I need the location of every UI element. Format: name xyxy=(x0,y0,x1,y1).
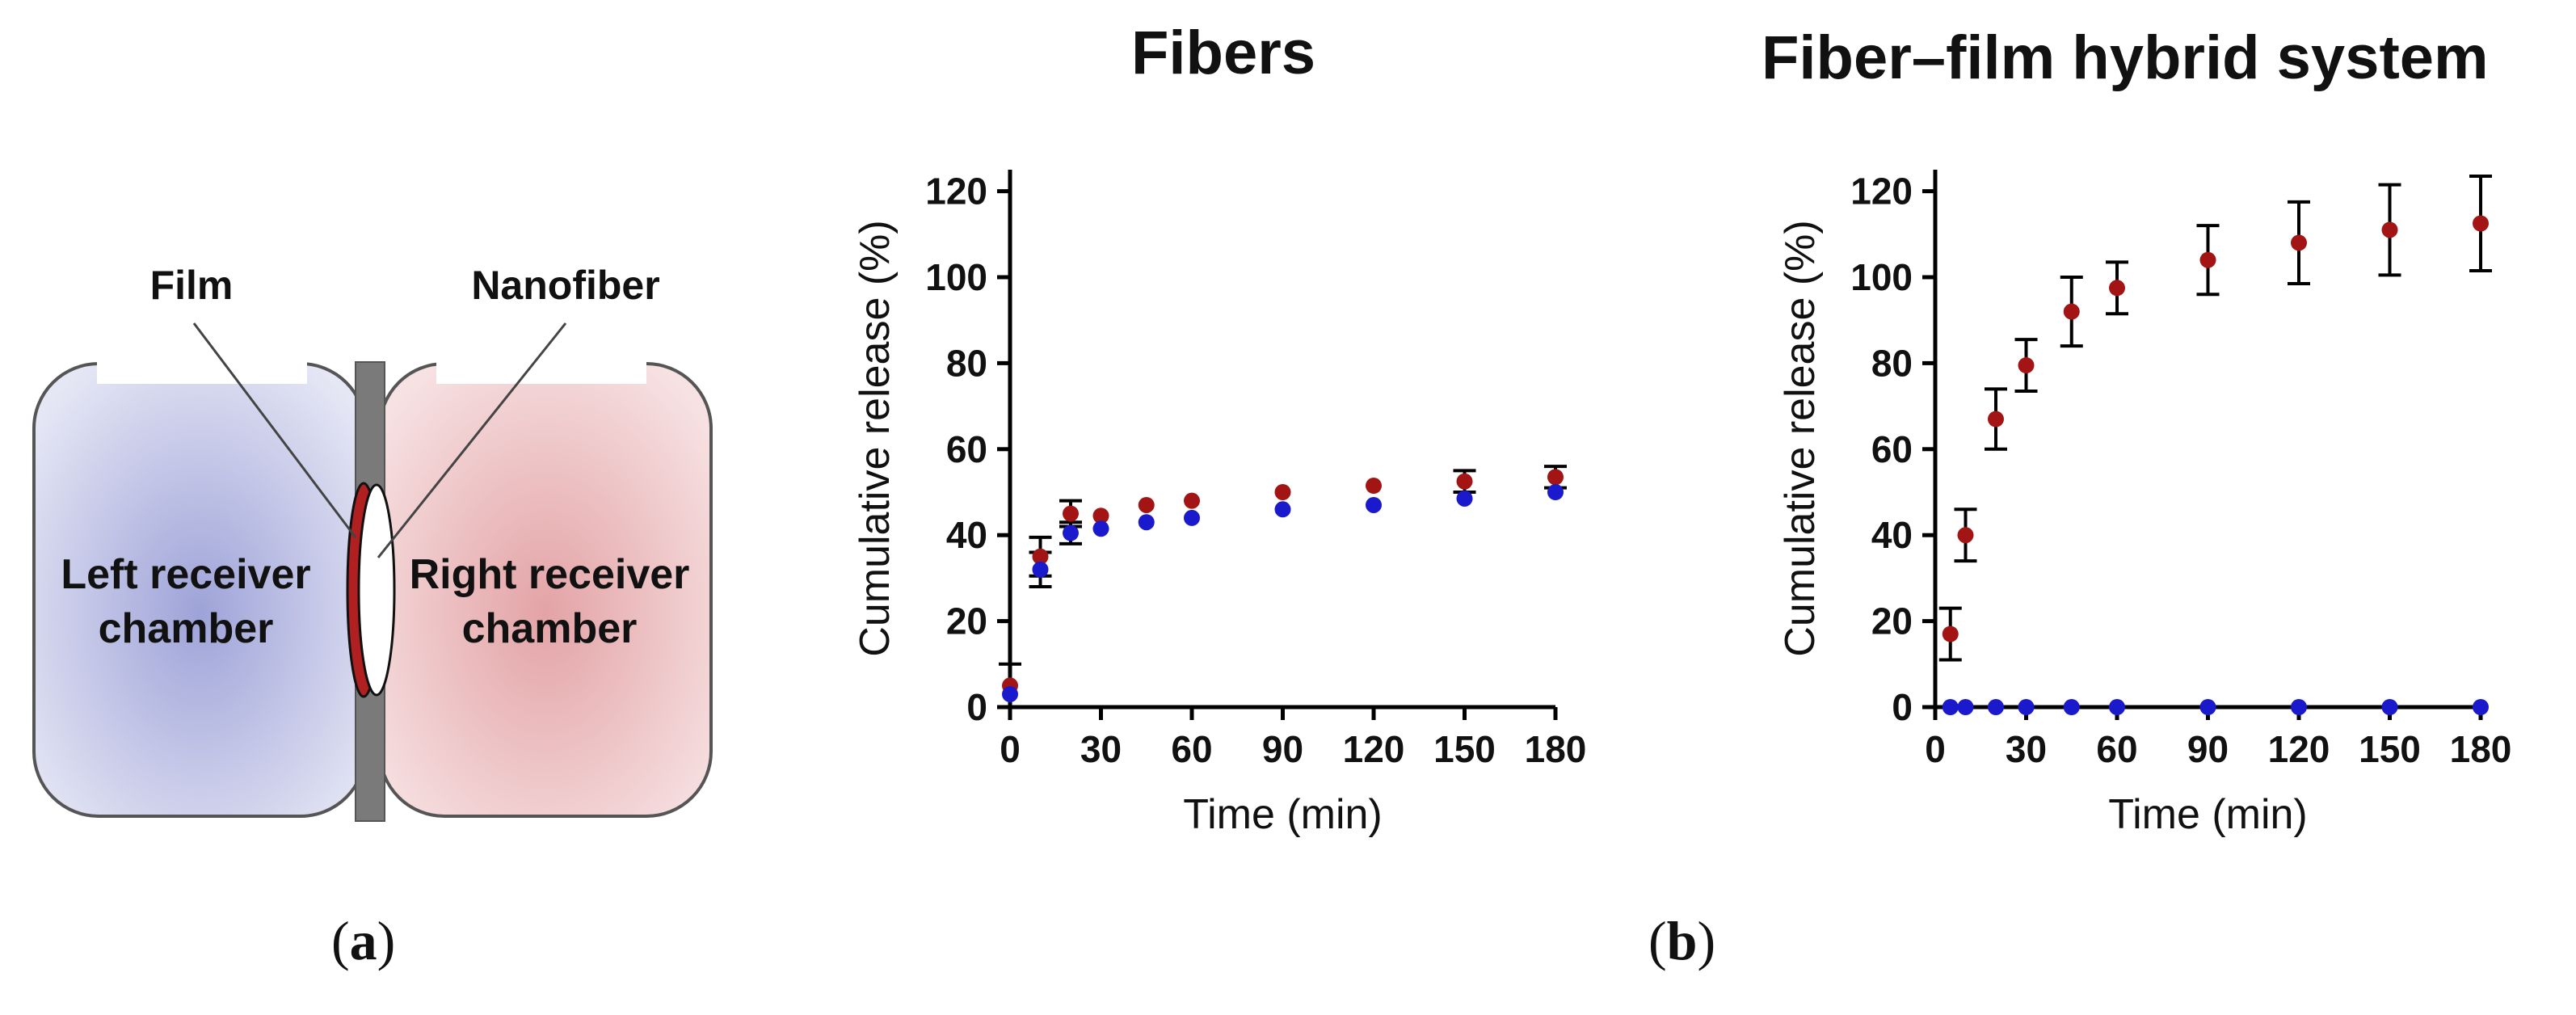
data-point-red xyxy=(1184,492,1200,509)
y-axis-title: Cumulative release (%) xyxy=(1777,220,1824,656)
y-tick-label: 60 xyxy=(946,428,987,470)
data-point-blue xyxy=(1063,524,1079,541)
x-tick-label: 0 xyxy=(1925,728,1946,770)
data-point-blue xyxy=(2291,699,2307,715)
x-tick-label: 150 xyxy=(2359,728,2421,770)
data-point-red xyxy=(1988,411,2004,427)
data-point-red xyxy=(2109,280,2125,297)
y-tick-label: 40 xyxy=(946,514,987,556)
y-tick-label: 40 xyxy=(1871,514,1913,556)
data-point-blue xyxy=(1184,509,1200,526)
y-tick-label: 80 xyxy=(946,342,987,384)
y-tick-label: 80 xyxy=(1871,342,1913,384)
data-point-red xyxy=(1456,473,1473,490)
nanofiber-membrane xyxy=(357,483,396,697)
x-tick-label: 0 xyxy=(1000,728,1021,770)
data-point-blue xyxy=(1957,699,1974,715)
data-point-red xyxy=(2199,251,2216,268)
chart-1-title: Fibers xyxy=(1131,19,1316,87)
data-point-red xyxy=(1547,469,1564,486)
x-tick-label: 30 xyxy=(2006,728,2047,770)
data-point-blue xyxy=(2018,699,2035,715)
data-point-blue xyxy=(1988,699,2004,715)
panel-label-b: (b) xyxy=(1648,909,1715,973)
left-chamber-label-line1: Left receiver xyxy=(61,551,310,598)
data-point-blue xyxy=(2199,699,2216,715)
x-tick-label: 30 xyxy=(1080,728,1122,770)
x-tick-label: 60 xyxy=(1171,728,1212,770)
data-point-blue xyxy=(1092,520,1109,537)
data-point-blue xyxy=(1547,484,1564,500)
y-tick-label: 100 xyxy=(925,256,987,298)
x-tick-label: 180 xyxy=(2450,728,2512,770)
data-point-blue xyxy=(1002,686,1018,703)
data-point-red xyxy=(1957,527,1974,544)
panel-label-b-open: ( xyxy=(1648,910,1667,971)
panel-label-a-letter: a xyxy=(349,910,377,971)
data-point-red xyxy=(1138,496,1155,513)
x-tick-label: 120 xyxy=(2268,728,2330,770)
right-chamber-label-line1: Right receiver xyxy=(410,551,690,598)
y-tick-label: 60 xyxy=(1871,428,1913,470)
data-point-red xyxy=(1063,505,1079,522)
release-chart-hybrid: 0 20 40 60 80 100 120 0 30 60 90 120 150 180 Time (min… xyxy=(1777,170,2512,838)
x-tick-label: 90 xyxy=(1262,728,1303,770)
y-tick-label: 20 xyxy=(1871,600,1913,642)
x-axis-title: Time (min) xyxy=(2108,791,2308,838)
panel-label-a-close: ) xyxy=(377,910,396,971)
data-point-red xyxy=(2291,234,2307,251)
data-point-red xyxy=(2473,215,2489,232)
data-point-red xyxy=(2381,221,2398,238)
panel-label-b-letter: b xyxy=(1666,910,1698,971)
data-point-red xyxy=(1366,478,1382,495)
film-leader-line xyxy=(192,322,357,538)
nanofiber-label-box xyxy=(436,174,646,384)
film-label: Film xyxy=(150,263,234,308)
data-point-red xyxy=(1942,625,1959,642)
right-chamber-label-line2: chamber xyxy=(462,605,638,652)
chart-2-title: Fiber–film hybrid system xyxy=(1762,23,2489,92)
panel-label-a: (a) xyxy=(331,909,395,973)
release-chart-fibers: 0 20 40 60 80 100 120 0 30 60 90 120 150 180 Time (min… xyxy=(852,170,1587,838)
data-point-blue xyxy=(1366,496,1382,513)
x-tick-label: 120 xyxy=(1343,728,1405,770)
data-point-red xyxy=(2063,303,2080,320)
data-point-blue xyxy=(2473,699,2489,715)
film-label-box xyxy=(97,174,307,384)
panel-label-a-open: ( xyxy=(331,910,350,971)
x-tick-label: 60 xyxy=(2096,728,2137,770)
data-point-red xyxy=(2018,357,2035,374)
y-tick-label: 0 xyxy=(966,686,987,728)
data-point-blue xyxy=(2381,699,2398,715)
data-point-red xyxy=(1092,508,1109,524)
data-point-red xyxy=(1032,548,1049,565)
y-tick-label: 120 xyxy=(925,171,987,213)
x-tick-label: 90 xyxy=(2187,728,2229,770)
y-axis-title: Cumulative release (%) xyxy=(852,220,899,656)
data-point-blue xyxy=(2063,699,2080,715)
y-tick-label: 120 xyxy=(1850,171,1913,213)
x-axis-title: Time (min) xyxy=(1183,791,1383,838)
data-point-blue xyxy=(2109,699,2125,715)
x-tick-label: 180 xyxy=(1525,728,1587,770)
nanofiber-label: Nanofiber xyxy=(471,263,659,308)
data-point-red xyxy=(1274,484,1291,500)
panel-label-b-close: ) xyxy=(1697,910,1716,971)
data-point-blue xyxy=(1032,561,1049,578)
data-point-blue xyxy=(1456,490,1473,507)
y-tick-label: 0 xyxy=(1892,686,1913,728)
y-tick-label: 20 xyxy=(946,600,987,642)
diffusion-cell-diagram: Film Nanofiber Left receiver chamber Rig… xyxy=(32,174,713,822)
y-tick-label: 100 xyxy=(1850,256,1913,298)
data-point-blue xyxy=(1138,514,1155,531)
nanofiber-leader-line xyxy=(377,322,567,558)
data-point-blue xyxy=(1942,699,1959,715)
data-point-blue xyxy=(1274,501,1291,518)
left-chamber-label-line2: chamber xyxy=(99,605,274,652)
x-tick-label: 150 xyxy=(1433,728,1496,770)
